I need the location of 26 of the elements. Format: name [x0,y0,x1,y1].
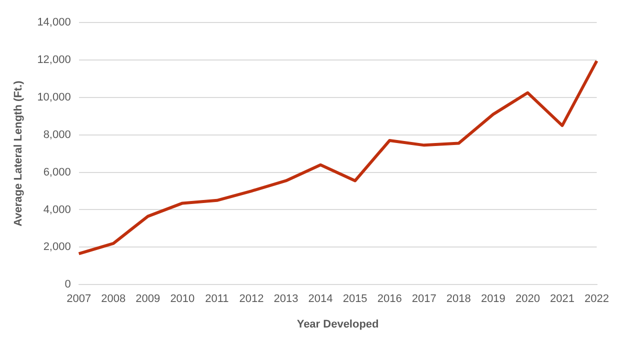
x-tick-label: 2016 [377,293,402,306]
x-tick-label: 2007 [66,293,92,306]
y-tick-label: 10,000 [37,91,71,104]
x-tick-label: 2018 [446,293,471,306]
y-tick-label: 14,000 [37,16,71,29]
x-tick-label: 2012 [239,293,264,306]
x-tick-label: 2022 [584,293,610,306]
y-tick-label: 12,000 [37,54,71,66]
x-tick-label: 2008 [101,293,126,306]
x-tick-label: 2011 [205,293,229,306]
x-tick-label: 2021 [550,293,574,306]
x-tick-label: 2009 [136,293,160,306]
x-tick-label: 2014 [308,293,333,306]
y-tick-label: 4,000 [43,204,71,216]
x-tick-label: 2017 [412,293,436,306]
y-tick-label: 2,000 [43,241,71,254]
x-tick-label: 2019 [480,293,506,306]
y-tick-label: 6,000 [43,166,71,178]
x-tick-label: 2010 [170,293,195,306]
x-tick-label: 2020 [515,293,540,306]
y-tick-label: 0 [64,278,71,291]
y-tick-label: 8,000 [43,128,71,141]
x-axis-title: Year Developed [296,318,379,330]
x-tick-label: 2015 [342,293,368,306]
x-tick-label: 2013 [274,293,298,306]
y-axis-title: Average Lateral Length (Ft.) [12,80,25,226]
